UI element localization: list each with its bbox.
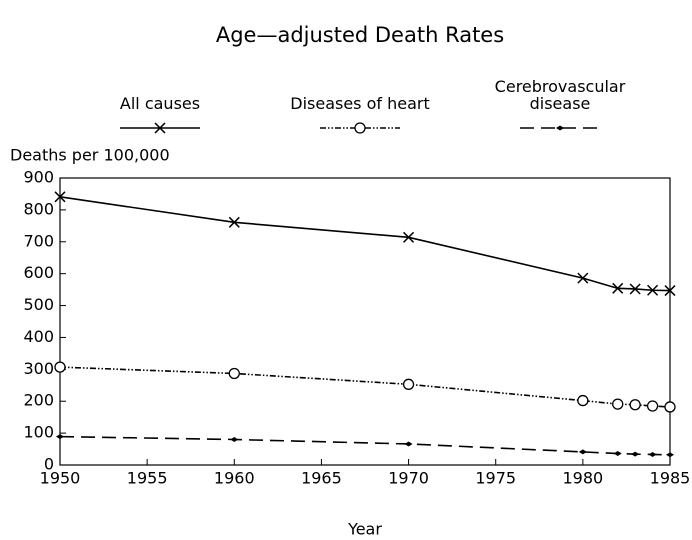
series-line xyxy=(59,196,671,292)
marker xyxy=(664,401,676,413)
marker xyxy=(230,436,239,442)
marker xyxy=(403,231,415,243)
x-tick-label: 1960 xyxy=(214,469,255,488)
y-tick-label: 0 xyxy=(44,455,54,474)
legend-label: Cerebrovascular disease xyxy=(495,77,626,113)
y-tick-label: 200 xyxy=(23,391,54,410)
legend-label: Diseases of heart xyxy=(290,94,430,113)
marker xyxy=(228,367,240,380)
legend-label: All causes xyxy=(120,94,200,113)
series-line xyxy=(59,366,671,408)
marker xyxy=(646,400,659,412)
x-tick-label: 1980 xyxy=(562,469,603,488)
marker xyxy=(577,394,589,407)
x-tick-label: 1955 xyxy=(127,469,168,488)
x-tick-label: 1985 xyxy=(650,469,691,488)
marker xyxy=(612,282,624,294)
y-tick-label: 800 xyxy=(23,199,54,218)
x-tick-label: 1950 xyxy=(40,469,81,488)
marker xyxy=(402,378,415,390)
marker xyxy=(647,284,659,296)
y-tick-label: 100 xyxy=(23,423,54,442)
marker xyxy=(629,283,641,295)
y-tick-label: 700 xyxy=(23,231,54,250)
marker xyxy=(629,399,641,411)
x-tick-label: 1975 xyxy=(475,469,516,488)
marker xyxy=(648,451,657,457)
marker xyxy=(613,451,622,457)
marker xyxy=(56,434,64,440)
y-tick-label: 600 xyxy=(23,263,54,282)
y-axis-label: Deaths per 100,000 xyxy=(10,146,170,165)
marker xyxy=(578,449,587,455)
series-line xyxy=(59,435,671,456)
plot-frame xyxy=(59,177,671,466)
marker xyxy=(54,361,66,373)
x-axis-label: Year xyxy=(347,520,382,539)
marker xyxy=(54,191,66,203)
y-tick-label: 300 xyxy=(23,359,54,378)
x-tick-label: 1965 xyxy=(301,469,342,488)
marker xyxy=(664,285,676,297)
y-tick-label: 400 xyxy=(23,327,54,346)
marker xyxy=(404,441,413,447)
marker xyxy=(666,452,674,458)
chart-title: Age—adjusted Death Rates xyxy=(216,23,504,47)
marker xyxy=(577,272,589,284)
marker xyxy=(631,451,640,457)
legend-marker xyxy=(556,125,564,131)
marker xyxy=(612,398,624,410)
legend-marker xyxy=(354,122,366,134)
legend-marker xyxy=(154,122,166,134)
y-tick-label: 500 xyxy=(23,295,54,314)
y-tick-label: 900 xyxy=(23,168,54,187)
x-tick-label: 1970 xyxy=(388,469,429,488)
marker xyxy=(228,216,240,228)
